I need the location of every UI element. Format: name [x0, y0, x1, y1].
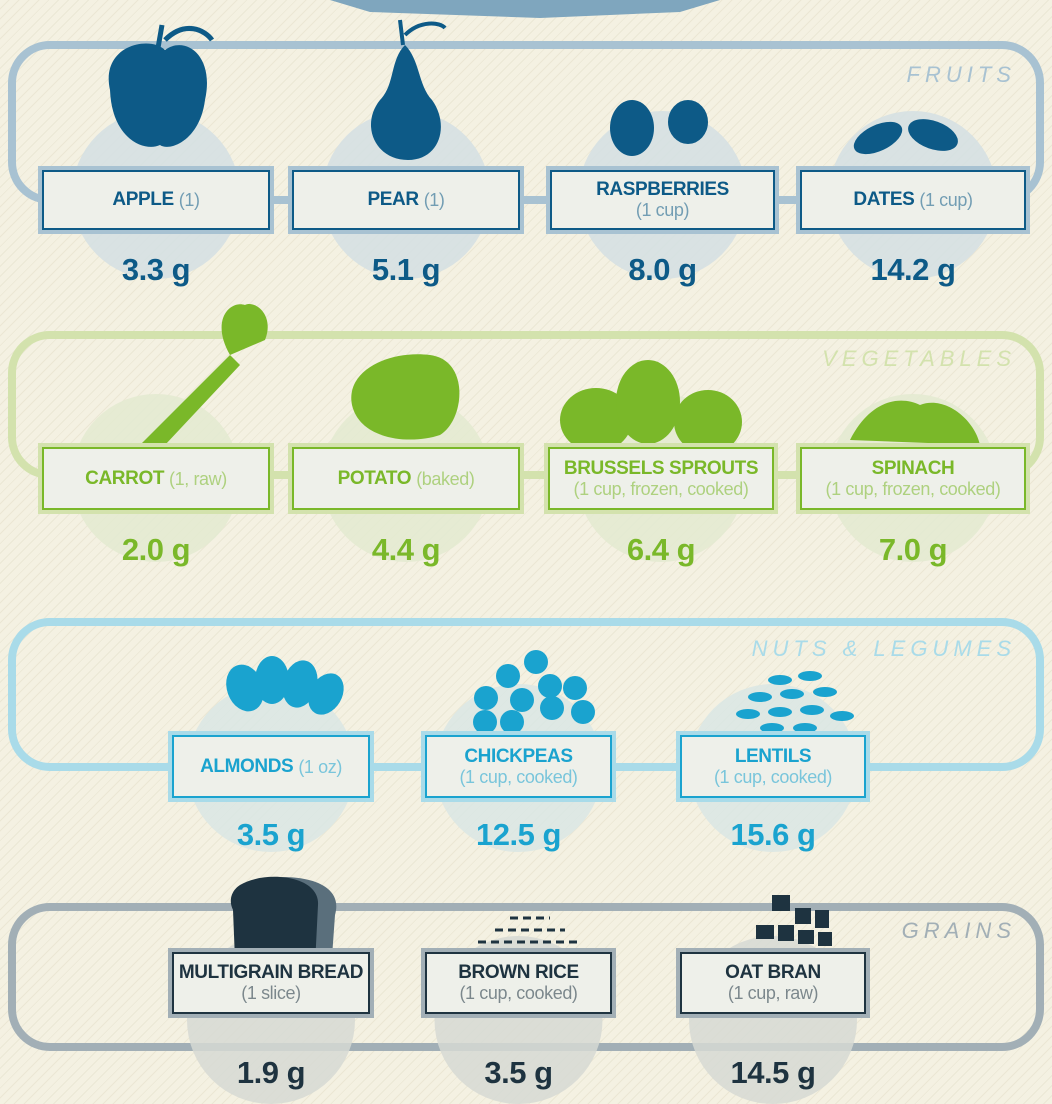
item-name: RASPBERRIES — [596, 180, 729, 200]
potato-icon — [351, 354, 459, 439]
item-fiber: 8.0 g — [573, 252, 753, 288]
infographic: (() => { const data = JSON.parse(documen… — [0, 0, 1052, 1104]
item-name: CHICKPEAS — [464, 747, 572, 767]
item-name: SPINACH — [872, 459, 955, 479]
item-fiber: 4.4 g — [316, 532, 496, 568]
item-name: ALMONDS — [200, 757, 293, 777]
item-fiber: 5.1 g — [316, 252, 496, 288]
item-fiber: 15.6 g — [683, 817, 863, 853]
sprout-icon — [616, 360, 680, 444]
item-portion: (1 cup, frozen, cooked) — [574, 479, 749, 499]
item-fiber: 2.0 g — [66, 532, 246, 568]
item-portion: (1) — [424, 190, 445, 210]
item-name: BRUSSELS SPROUTS — [564, 459, 758, 479]
item-label: CARROT(1, raw) — [42, 447, 270, 510]
item-name: APPLE — [112, 190, 173, 210]
item-label: OAT BRAN(1 cup, raw) — [680, 952, 866, 1014]
item-portion: (1 cup) — [636, 200, 689, 220]
item-fiber: 14.5 g — [683, 1055, 863, 1091]
item-fiber: 3.5 g — [429, 1055, 609, 1091]
item-fiber: 12.5 g — [429, 817, 609, 853]
item-fiber: 6.4 g — [571, 532, 751, 568]
item-portion: (1, raw) — [169, 469, 227, 489]
item-fiber: 1.9 g — [181, 1055, 361, 1091]
item-label: SPINACH(1 cup, frozen, cooked) — [800, 447, 1026, 510]
item-portion: (1 cup, cooked) — [459, 767, 577, 787]
section-title: FRUITS — [907, 62, 1016, 88]
item-portion: (1) — [179, 190, 200, 210]
top-arrow — [330, 0, 720, 18]
item-portion: (1 cup, cooked) — [714, 767, 832, 787]
item-label: ALMONDS(1 oz) — [172, 735, 370, 798]
item-name: CARROT — [85, 469, 164, 489]
raspberry-icon — [668, 100, 708, 144]
item-label: DATES(1 cup) — [800, 170, 1026, 230]
item-portion: (1 cup, raw) — [728, 983, 818, 1003]
item-portion: (1 cup, frozen, cooked) — [826, 479, 1001, 499]
item-label: LENTILS(1 cup, cooked) — [680, 735, 866, 798]
item-label: CHICKPEAS(1 cup, cooked) — [425, 735, 612, 798]
carrot-leaves — [222, 304, 268, 355]
section-title: NUTS & LEGUMES — [752, 636, 1016, 662]
item-name: MULTIGRAIN BREAD — [179, 963, 363, 983]
item-fiber: 3.3 g — [66, 252, 246, 288]
item-portion: (1 oz) — [298, 757, 342, 777]
item-fiber: 7.0 g — [823, 532, 1003, 568]
item-label: PEAR (1) — [292, 170, 520, 230]
item-name: BROWN RICE — [458, 963, 579, 983]
item-name: POTATO — [338, 469, 412, 489]
apple-icon — [109, 43, 207, 146]
section-title: VEGETABLES — [822, 346, 1016, 372]
sprout-icon — [674, 390, 742, 454]
item-fiber: 3.5 g — [181, 817, 361, 853]
item-name: LENTILS — [735, 747, 811, 767]
raspberry-icon — [610, 100, 654, 156]
item-label: BROWN RICE(1 cup, cooked) — [425, 952, 612, 1014]
pear-icon — [371, 45, 441, 160]
item-fiber: 14.2 g — [823, 252, 1003, 288]
item-portion: (1 cup, cooked) — [459, 983, 577, 1003]
item-label: BRUSSELS SPROUTS(1 cup, frozen, cooked) — [548, 447, 774, 510]
item-label: POTATO(baked) — [292, 447, 520, 510]
item-name: DATES — [853, 190, 914, 210]
item-label: MULTIGRAIN BREAD(1 slice) — [172, 952, 370, 1014]
item-name: OAT BRAN — [725, 963, 821, 983]
section-title: GRAINS — [902, 918, 1016, 944]
item-name: PEAR — [367, 190, 418, 210]
item-portion: (1 slice) — [241, 983, 300, 1003]
item-label: APPLE (1) — [42, 170, 270, 230]
item-portion: (1 cup) — [919, 190, 972, 210]
item-label: RASPBERRIES(1 cup) — [550, 170, 775, 230]
item-portion: (baked) — [416, 469, 474, 489]
